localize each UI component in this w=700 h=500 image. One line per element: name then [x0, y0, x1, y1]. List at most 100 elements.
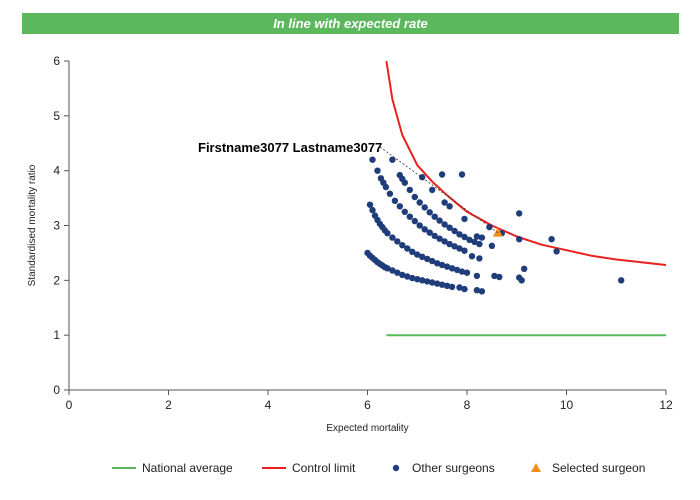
surgeon-point — [394, 238, 401, 245]
surgeon-point — [401, 208, 408, 215]
status-banner: In line with expected rate — [22, 13, 679, 34]
surgeon-point — [419, 174, 426, 181]
surgeon-point — [456, 231, 463, 238]
surgeon-point — [548, 236, 555, 243]
surgeon-point — [476, 240, 483, 248]
surgeon-point — [468, 253, 476, 260]
surgeon-point — [458, 268, 466, 275]
surgeon-point — [478, 288, 486, 295]
surgeon-point — [441, 238, 448, 245]
y-tick-label: 2 — [53, 273, 60, 287]
y-tick-label: 3 — [53, 219, 60, 233]
x-tick-label: 2 — [165, 398, 172, 412]
surgeon-point — [399, 271, 406, 279]
surgeon-point — [419, 253, 426, 260]
surgeon-point — [436, 217, 443, 224]
surgeon-point — [618, 277, 625, 284]
x-tick-label: 4 — [265, 398, 272, 412]
surgeon-point — [389, 267, 396, 274]
surgeon-point — [411, 217, 418, 225]
y-tick-label: 4 — [53, 164, 60, 178]
surgeon-point — [446, 203, 453, 210]
surgeon-point — [516, 236, 523, 243]
surgeon-point — [386, 190, 394, 197]
surgeon-point — [443, 263, 451, 270]
surgeon-point — [406, 213, 413, 220]
surgeon-point — [389, 156, 396, 163]
surgeon-point — [516, 210, 523, 217]
surgeon-point — [456, 245, 463, 252]
surgeon-point — [521, 265, 528, 272]
surgeon-point — [441, 199, 448, 206]
callout-leader-line — [379, 146, 499, 233]
legend-national-average-label: National average — [142, 461, 233, 475]
surgeon-point — [476, 255, 483, 262]
surgeon-point — [414, 251, 421, 258]
callout: Firstname3077 Lastname3077 — [198, 140, 499, 233]
surgeon-point — [463, 269, 471, 276]
surgeon-point — [446, 224, 453, 231]
surgeon-point — [411, 193, 418, 201]
surgeon-point — [458, 171, 466, 178]
surgeon-point — [451, 227, 458, 235]
surgeon-point — [374, 167, 381, 174]
legend: National average Control limit Other surge… — [112, 461, 645, 475]
legend-selected-surgeon-swatch — [531, 463, 541, 472]
surgeon-point — [421, 204, 428, 211]
surgeon-point — [461, 247, 468, 254]
surgeon-point — [399, 242, 406, 249]
selected-surgeon-point — [492, 227, 503, 237]
x-tick-label: 6 — [364, 398, 371, 412]
surgeon-point — [478, 234, 486, 241]
surgeon-point — [473, 272, 481, 280]
surgeon-point — [389, 234, 396, 241]
surgeon-point — [434, 260, 441, 267]
surgeon-point — [431, 213, 438, 220]
x-tick-label: 0 — [66, 398, 73, 412]
x-tick-label: 10 — [560, 398, 574, 412]
surgeon-point — [436, 235, 443, 242]
surgeon-point — [366, 201, 374, 208]
surgeon-point — [473, 233, 481, 240]
surgeon-point — [404, 273, 411, 280]
selected-surgeon-label: Firstname3077 Lastname3077 — [198, 140, 382, 155]
surgeon-point — [448, 283, 456, 291]
surgeon-point — [419, 277, 426, 284]
surgeon-point — [416, 199, 423, 206]
surgeon-point — [461, 233, 468, 241]
surgeon-point — [466, 236, 473, 243]
surgeon-point — [394, 269, 401, 276]
surgeon-point — [391, 197, 399, 204]
surgeon-point — [496, 273, 503, 281]
x-tick-label: 12 — [659, 398, 673, 412]
surgeon-point — [491, 272, 498, 280]
surgeon-point — [438, 261, 446, 269]
surgeon-point — [401, 179, 408, 186]
surgeon-point — [434, 280, 441, 287]
surgeon-point — [384, 230, 391, 237]
y-tick-label: 1 — [53, 328, 60, 342]
surgeon-point — [416, 222, 423, 229]
surgeon-point — [441, 221, 448, 228]
surgeon-point — [438, 171, 446, 178]
surgeon-point — [438, 281, 446, 288]
surgeon-point — [429, 279, 436, 286]
surgeon-point — [409, 274, 416, 282]
surgeon-point — [404, 245, 411, 252]
y-tick-label: 5 — [53, 109, 60, 123]
surgeon-point — [424, 278, 431, 285]
legend-other-surgeons-swatch — [392, 464, 400, 472]
surgeon-point — [384, 265, 391, 272]
surgeon-point — [471, 238, 478, 246]
surgeon-point — [409, 248, 416, 255]
surgeon-point — [461, 285, 468, 293]
plot-points — [364, 156, 625, 295]
surgeon-point — [518, 277, 525, 284]
surgeon-point — [443, 282, 451, 289]
legend-other-surgeons-label: Other surgeons — [412, 461, 495, 475]
surgeon-point — [369, 206, 376, 214]
surgeon-point — [431, 232, 438, 240]
surgeon-point — [429, 186, 436, 194]
